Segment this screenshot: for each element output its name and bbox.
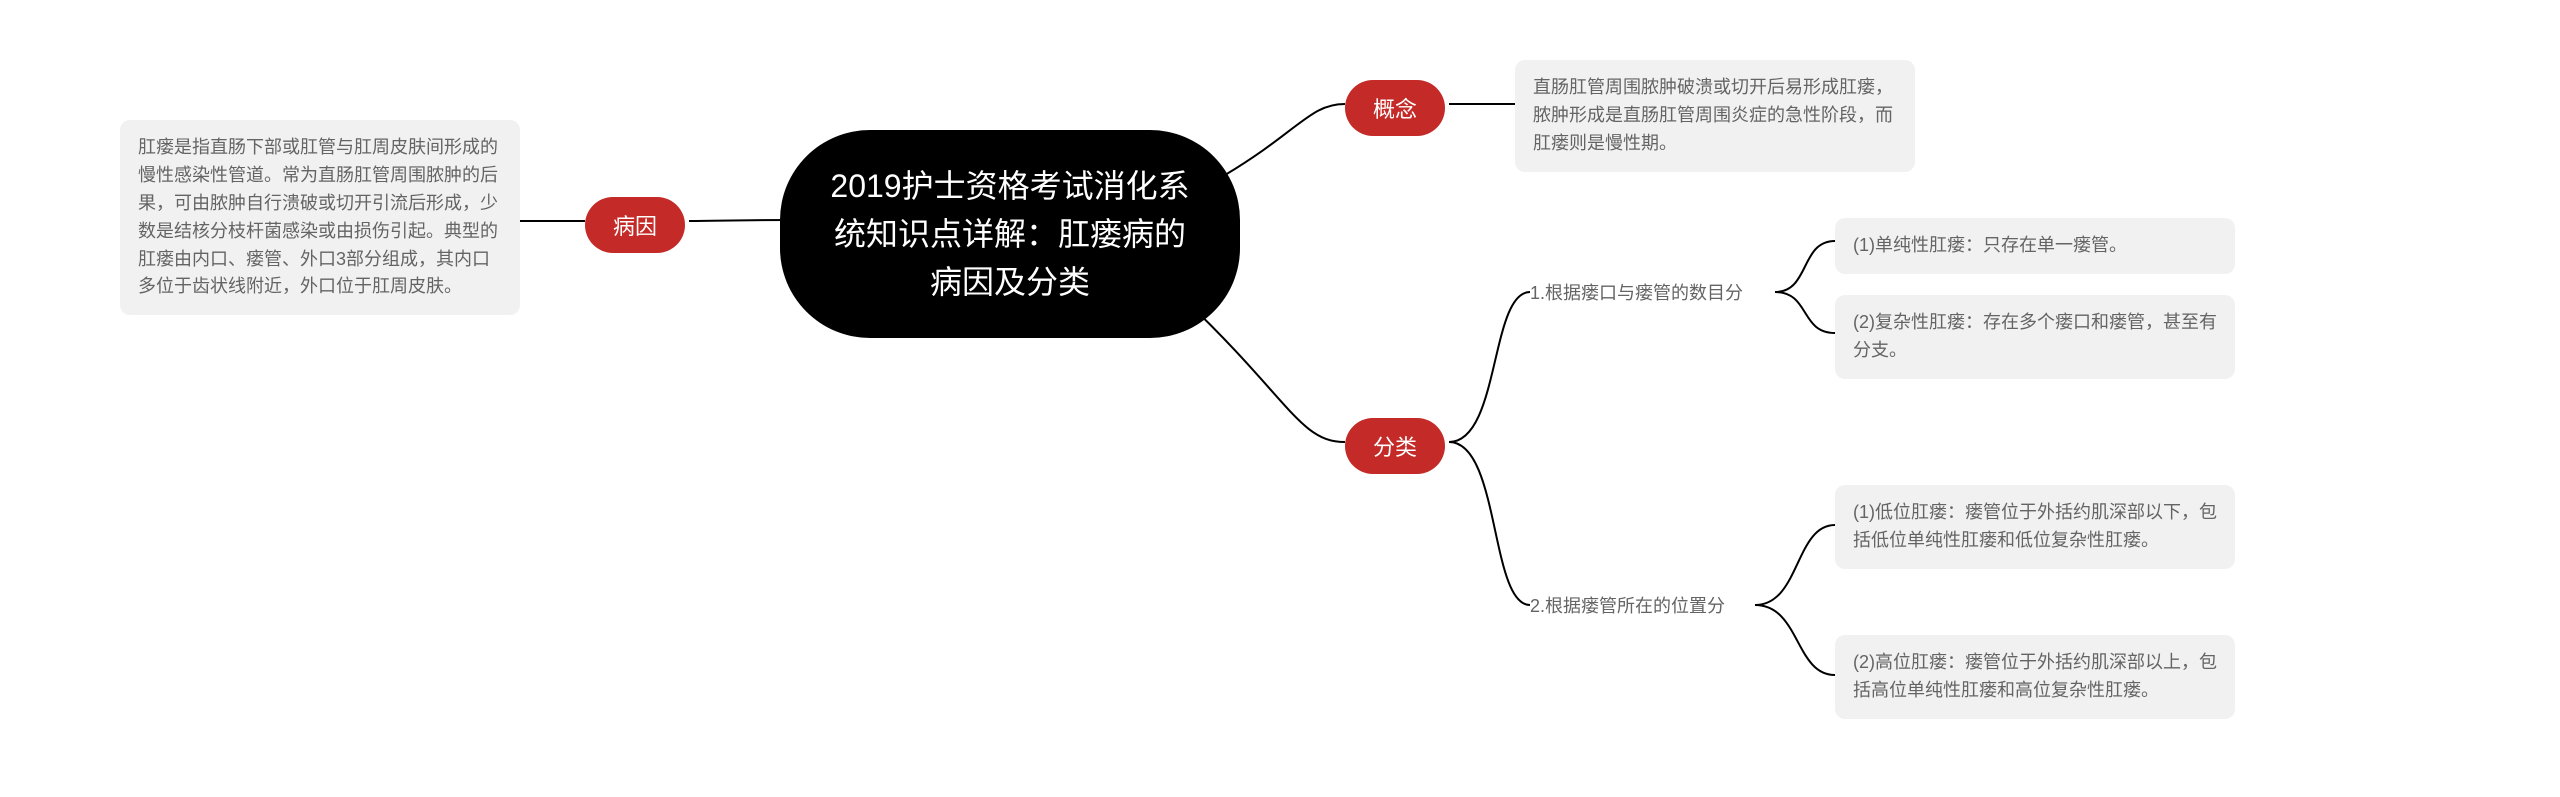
cause-pill: 病因 [585,197,685,253]
cause-desc-text: 肛瘘是指直肠下部或肛管与肛周皮肤间形成的慢性感染性管道。常为直肠肛管周围脓肿的后… [138,137,498,296]
concept-desc-text: 直肠肛管周围脓肿破溃或切开后易形成肛瘘，脓肿形成是直肠肛管周围炎症的急性阶段，而… [1533,77,1893,153]
classify-pill: 分类 [1345,418,1445,474]
cause-label: 病因 [613,214,657,239]
center-node: 2019护士资格考试消化系 统知识点详解：肛瘘病的 病因及分类 [780,130,1240,338]
classify-sub1-leaf2: (2)复杂性肛瘘：存在多个瘘口和瘘管，甚至有分支。 [1835,295,2235,379]
concept-label: 概念 [1373,97,1417,122]
classify-sub2: 2.根据瘘管所在的位置分 [1530,593,1725,620]
classify-sub2-leaf1-text: (1)低位肛瘘：瘘管位于外括约肌深部以下，包括低位单纯性肛瘘和低位复杂性肛瘘。 [1853,502,2217,550]
cause-desc: 肛瘘是指直肠下部或肛管与肛周皮肤间形成的慢性感染性管道。常为直肠肛管周围脓肿的后… [120,120,520,315]
center-title: 2019护士资格考试消化系 统知识点详解：肛瘘病的 病因及分类 [828,162,1192,306]
concept-pill: 概念 [1345,80,1445,136]
classify-sub1-leaf1-text: (1)单纯性肛瘘：只存在单一瘘管。 [1853,235,2127,255]
classify-sub2-label: 2.根据瘘管所在的位置分 [1530,596,1725,616]
classify-sub2-leaf1: (1)低位肛瘘：瘘管位于外括约肌深部以下，包括低位单纯性肛瘘和低位复杂性肛瘘。 [1835,485,2235,569]
classify-sub1-leaf1: (1)单纯性肛瘘：只存在单一瘘管。 [1835,218,2235,274]
classify-sub1-leaf2-text: (2)复杂性肛瘘：存在多个瘘口和瘘管，甚至有分支。 [1853,312,2217,360]
classify-sub1: 1.根据瘘口与瘘管的数目分 [1530,280,1743,307]
classify-sub2-leaf2-text: (2)高位肛瘘：瘘管位于外括约肌深部以上，包括高位单纯性肛瘘和高位复杂性肛瘘。 [1853,652,2217,700]
classify-sub1-label: 1.根据瘘口与瘘管的数目分 [1530,283,1743,303]
concept-desc: 直肠肛管周围脓肿破溃或切开后易形成肛瘘，脓肿形成是直肠肛管周围炎症的急性阶段，而… [1515,60,1915,172]
classify-label: 分类 [1373,435,1417,460]
classify-sub2-leaf2: (2)高位肛瘘：瘘管位于外括约肌深部以上，包括高位单纯性肛瘘和高位复杂性肛瘘。 [1835,635,2235,719]
